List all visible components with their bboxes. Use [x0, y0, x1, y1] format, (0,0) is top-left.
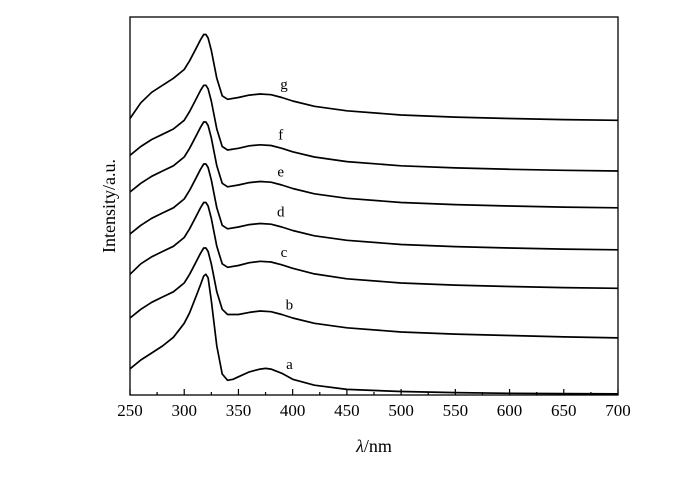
x-axis-title: λ/nm [355, 436, 392, 456]
curve-label-a: a [286, 357, 293, 373]
curve-label-g: g [280, 77, 288, 93]
curve-label-c: c [281, 245, 288, 261]
x-tick-label: 400 [280, 401, 306, 420]
curve-labels: a b c d e f g [277, 77, 293, 373]
series-line-c [129, 201, 619, 290]
x-tick-label: 550 [443, 401, 469, 420]
x-tick-label: 250 [117, 401, 143, 420]
curve-label-d: d [277, 205, 285, 221]
curves [129, 33, 619, 395]
x-tick-label: 300 [171, 401, 197, 420]
series-line-g [129, 33, 619, 122]
series-line-d [129, 163, 619, 251]
x-tick-label: 350 [226, 401, 252, 420]
series-line-a [129, 273, 619, 395]
y-axis-title: Intensity/a.u. [99, 159, 119, 253]
x-axis-symbol: λ [355, 436, 364, 456]
curve-label-e: e [277, 164, 284, 180]
x-tick-label: 500 [388, 401, 414, 420]
x-tick-label: 700 [605, 401, 631, 420]
x-tick-labels: 250 300 350 400 450 500 550 600 650 700 [117, 401, 631, 420]
x-tick-label: 650 [551, 401, 577, 420]
series-line-b [129, 247, 619, 339]
x-tick-label: 600 [497, 401, 523, 420]
x-tick-label: 450 [334, 401, 360, 420]
series-line-e [129, 121, 619, 209]
curve-label-b: b [286, 297, 294, 313]
curve-label-f: f [278, 128, 283, 144]
x-axis-unit: /nm [364, 436, 392, 456]
series-line-f [129, 84, 619, 172]
